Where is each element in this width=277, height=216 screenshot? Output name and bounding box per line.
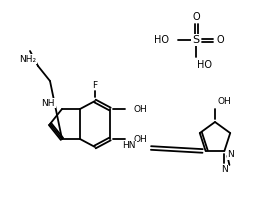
Text: NH₂: NH₂: [19, 54, 37, 64]
Text: OH: OH: [133, 135, 147, 143]
Text: F: F: [93, 81, 98, 89]
Text: HN: HN: [122, 141, 136, 151]
Text: S: S: [193, 35, 199, 45]
Text: NH: NH: [42, 98, 55, 108]
Text: OH: OH: [133, 105, 147, 113]
Text: O: O: [216, 35, 224, 45]
Text: OH: OH: [217, 97, 231, 106]
Text: O: O: [192, 12, 200, 22]
Text: N: N: [221, 165, 228, 175]
Text: N: N: [227, 151, 234, 159]
Text: HO: HO: [154, 35, 169, 45]
Text: HO: HO: [197, 60, 212, 70]
